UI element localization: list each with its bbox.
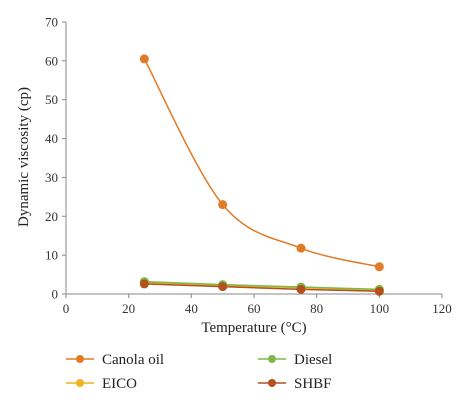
legend: Canola oil Diesel EICO SHBF [66,352,332,392]
x-tick-label: 60 [248,301,261,316]
legend-marker-diesel [268,355,276,363]
x-tick-label: 80 [310,301,323,316]
y-tick-label: 0 [52,287,59,302]
x-tick-label: 40 [185,301,198,316]
y-tick-label: 20 [45,209,58,224]
axes [65,22,442,295]
data-point-shbf [218,282,228,292]
legend-marker-canola-oil [76,355,84,363]
y-tick-label: 70 [45,15,58,30]
y-tick-label: 50 [45,92,58,107]
legend-item-eico: EICO [66,376,137,392]
legend-label-shbf: SHBF [294,376,332,392]
legend-item-diesel: Diesel [258,352,332,368]
x-tick-label: 120 [432,301,452,316]
data-point-shbf [296,284,306,294]
legend-label-diesel: Diesel [294,352,332,368]
x-axis-title: Temperature (°C) [201,320,306,336]
data-point-shbf [139,279,149,289]
legend-item-canola-oil: Canola oil [66,352,164,368]
series-line-shbf [144,283,380,293]
y-tick-label: 40 [45,131,58,146]
legend-label-canola-oil: Canola oil [102,352,164,368]
data-point-canola-oil [139,54,149,64]
x-tick-label: 0 [63,301,70,316]
legend-marker-eico [76,379,84,387]
data-point-canola-oil [218,200,228,210]
legend-label-eico: EICO [102,376,137,392]
y-tick-label: 10 [45,248,58,263]
tick-labels: 0 20 40 60 80 100 120 0 10 20 30 40 50 60 70 [45,15,452,317]
y-tick-label: 60 [45,53,58,68]
legend-item-shbf: SHBF [258,376,332,392]
y-tick-label: 30 [45,170,58,185]
legend-marker-shbf [268,379,276,387]
series-layer [139,54,384,296]
y-axis-title: Dynamic viscosity (cp) [16,87,32,227]
data-point-canola-oil [374,262,384,272]
data-point-canola-oil [296,243,306,253]
data-point-shbf [374,286,384,296]
series-line-canola-oil [143,58,380,268]
series-line-diesel [144,280,380,291]
x-tick-label: 100 [370,301,390,316]
series-line-eico [144,281,380,291]
x-tick-label: 20 [122,301,135,316]
